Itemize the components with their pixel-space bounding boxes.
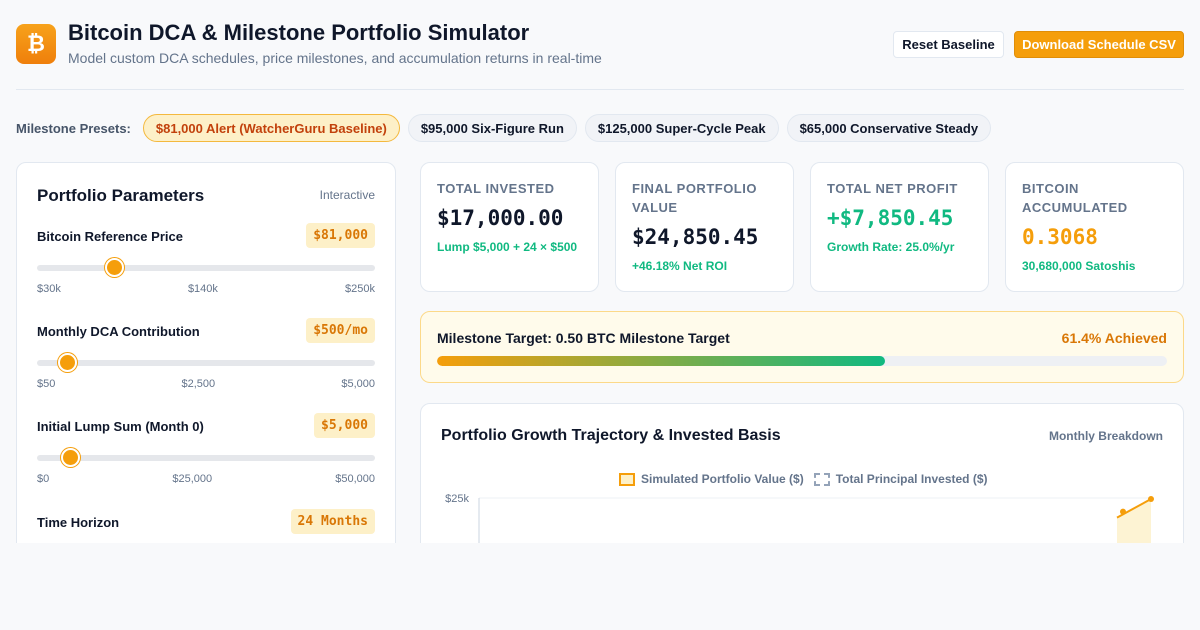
param-label: Bitcoin Reference Price: [37, 229, 183, 244]
slider-ticks: $30k $140k $250k: [37, 283, 375, 295]
page-title: Bitcoin DCA & Milestone Portfolio Simula…: [68, 20, 530, 45]
stat-value: +$7,850.45: [827, 206, 954, 230]
param-value: $500/mo: [306, 318, 375, 343]
portfolio-parameters-panel: Portfolio Parameters Interactive Bitcoin…: [16, 162, 396, 562]
stat-sub: 30,680,000 Satoshis: [1022, 259, 1136, 273]
stat-card-net-profit: Total Net Profit +$7,850.45 Growth Rate:…: [810, 162, 989, 292]
tick-label: $2,500: [181, 378, 216, 390]
stat-sub: Lump $5,000 + 24 × $500: [437, 240, 578, 254]
slider-ticks: $0 $25,000 $50,000: [37, 473, 375, 485]
param-value: $81,000: [306, 223, 375, 248]
stat-label: Total Invested: [437, 181, 555, 196]
reset-baseline-button[interactable]: Reset Baseline: [893, 31, 1004, 58]
preset-chip-81000[interactable]: $81,000 Alert (WatcherGuru Baseline): [142, 114, 400, 142]
legend-swatch-portfolio: [619, 472, 635, 486]
milestone-presets: Milestone Presets: $81,000 Alert (Watche…: [16, 114, 999, 142]
stat-label: Total Net Profit: [827, 181, 958, 196]
param-label: Time Horizon: [37, 515, 120, 530]
stat-card-final-value: Final Portfolio Value $24,850.45 +46.18%…: [615, 162, 794, 292]
stat-sub: +46.18% Net ROI: [632, 259, 728, 273]
slider-thumb[interactable]: [61, 448, 81, 467]
tick-label: $0: [37, 473, 50, 485]
milestone-percent: 61.4% Achieved: [1061, 330, 1167, 346]
milestone-progress-fill: [437, 356, 886, 366]
tick-label: $5,000: [341, 378, 375, 390]
stat-label: Final Portfolio Value: [632, 181, 757, 215]
interactive-badge: Interactive: [319, 188, 375, 202]
tick-label: $140k: [187, 283, 218, 295]
legend-label-portfolio: Simulated Portfolio Value ($): [641, 472, 804, 486]
presets-label: Milestone Presets:: [16, 120, 131, 136]
stat-value: 0.3068: [1022, 225, 1098, 249]
dca-slider[interactable]: [37, 353, 375, 372]
chart-title: Portfolio Growth Trajectory & Invested B…: [441, 427, 781, 444]
preset-chip-65000[interactable]: $65,000 Conservative Steady: [786, 114, 992, 142]
param-value: $5,000: [314, 413, 375, 438]
stat-label: Bitcoin Accumulated: [1022, 181, 1128, 215]
milestone-progress-bar: [437, 356, 1167, 366]
stat-card-total-invested: Total Invested $17,000.00 Lump $5,000 + …: [420, 162, 599, 292]
legend-label-principal: Total Principal Invested ($): [835, 472, 988, 486]
chart-legend: Simulated Portfolio Value ($) Total Prin…: [619, 472, 988, 486]
milestone-progress-card: Milestone Target: 0.50 BTC Milestone Tar…: [420, 311, 1184, 383]
slider-ticks: $50 $2,500 $5,000: [37, 378, 375, 390]
tick-label: $25,000: [172, 473, 213, 485]
tick-label: $250k: [345, 283, 375, 295]
stat-value: $17,000.00: [437, 206, 564, 230]
lump-sum-slider[interactable]: [37, 448, 375, 467]
y-tick-label: $25k: [445, 493, 469, 505]
tick-label: $30k: [37, 283, 61, 295]
panel-title: Portfolio Parameters: [37, 186, 205, 205]
param-label: Initial Lump Sum (Month 0): [37, 419, 204, 434]
bitcoin-logo-icon: ₿: [16, 24, 56, 64]
legend-swatch-principal: [813, 472, 830, 486]
param-value: 24 Months: [290, 509, 375, 534]
portfolio-growth-chart-card: Portfolio Growth Trajectory & Invested B…: [420, 403, 1184, 563]
stat-card-btc-accumulated: Bitcoin Accumulated 0.3068 30,680,000 Sa…: [1005, 162, 1184, 292]
monthly-breakdown-badge: Monthly Breakdown: [1048, 429, 1163, 443]
preset-chip-125000[interactable]: $125,000 Super-Cycle Peak: [584, 114, 779, 142]
portfolio-value-point: [1148, 496, 1154, 503]
download-csv-button[interactable]: Download Schedule CSV: [1014, 31, 1184, 58]
viewport-fold: [0, 543, 1200, 630]
tick-label: $50: [37, 378, 56, 390]
tick-label: $50,000: [335, 473, 375, 485]
slider-thumb[interactable]: [105, 258, 125, 277]
price-slider[interactable]: [37, 258, 375, 277]
slider-thumb[interactable]: [57, 353, 77, 372]
preset-chip-95000[interactable]: $95,000 Six-Figure Run: [407, 114, 577, 142]
milestone-label: Milestone Target: 0.50 BTC Milestone Tar…: [437, 330, 730, 346]
app-header: ₿ Bitcoin DCA & Milestone Portfolio Simu…: [16, 18, 1184, 90]
page-subtitle: Model custom DCA schedules, price milest…: [68, 50, 602, 66]
portfolio-value-point: [1120, 508, 1126, 515]
stat-value: $24,850.45: [632, 225, 759, 249]
param-label: Monthly DCA Contribution: [37, 324, 200, 339]
stat-sub: Growth Rate: 25.0%/yr: [827, 240, 955, 254]
